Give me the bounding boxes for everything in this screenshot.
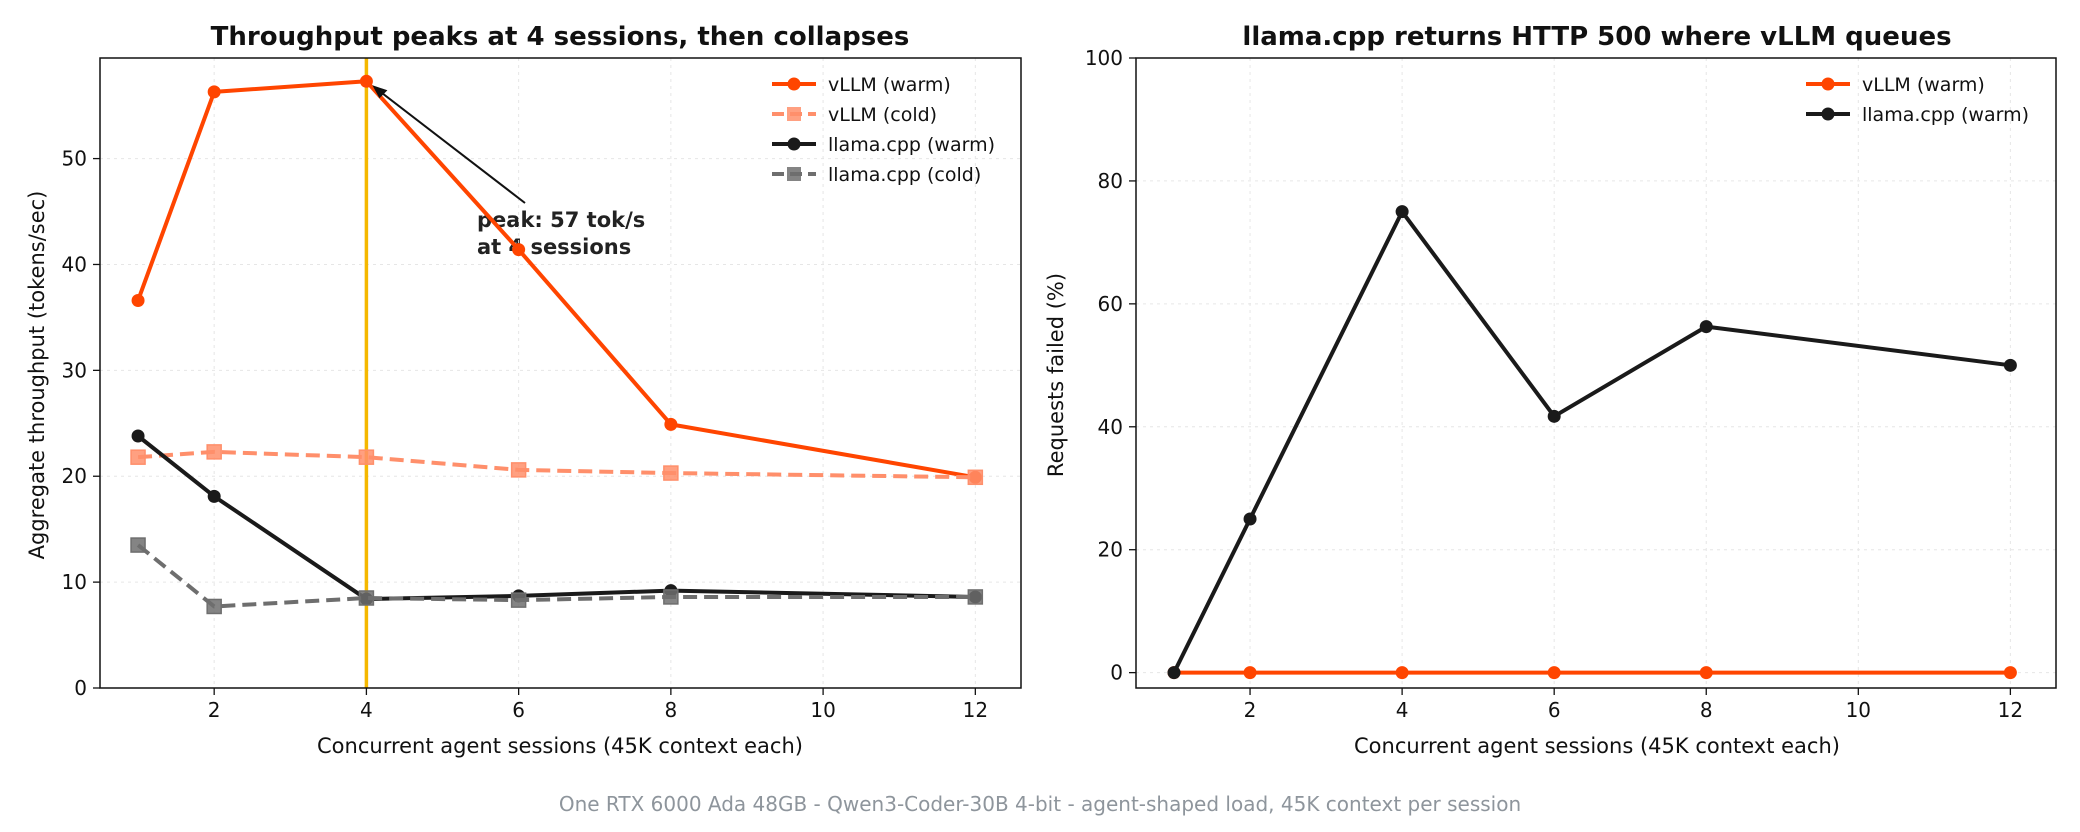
- legend-label: llama.cpp (warm): [1862, 104, 2029, 126]
- x-tick-label: 6: [1548, 698, 1561, 722]
- data-point: [664, 417, 678, 431]
- x-tick-label: 6: [512, 698, 525, 722]
- x-tick-label: 2: [208, 698, 221, 722]
- legend-marker: [1821, 77, 1835, 91]
- legend: vLLM (warm) llama.cpp (warm): [1806, 74, 2029, 126]
- left-chart-title: Throughput peaks at 4 sessions, then col…: [211, 22, 910, 52]
- data-point: [2003, 666, 2017, 680]
- axes-frame: [99, 57, 1022, 689]
- chart-panel-1: 2 4 6 8 10 12 0 10 20 30 40 50 vLLM (warm) vLLM (cold…: [62, 57, 1022, 722]
- legend-label: llama.cpp (warm): [828, 134, 995, 156]
- legend-label: llama.cpp (cold): [828, 164, 981, 186]
- series-line-2: [137, 449, 976, 480]
- data-point: [1699, 666, 1713, 680]
- chart-panel-2: 2 4 6 8 10 12 0 20 40 60 80 100 vLLM (warm) llama.cpp…: [1085, 46, 2057, 722]
- legend-marker: [1821, 107, 1835, 121]
- left-y-axis-label: Aggregate throughput (tokens/sec): [25, 191, 49, 560]
- data-point: [967, 589, 984, 605]
- data-point: [131, 429, 145, 443]
- data-point: [663, 465, 679, 481]
- data-point: [1243, 512, 1257, 526]
- y-tick-label: 60: [1098, 292, 1123, 316]
- data-point: [207, 489, 221, 503]
- right-chart-title: llama.cpp returns HTTP 500 where vLLM qu…: [1242, 22, 1951, 52]
- data-point: [359, 74, 373, 88]
- axes-frame: [1135, 57, 2057, 689]
- y-tick-label: 40: [62, 252, 87, 276]
- left-x-axis-label: Concurrent agent sessions (45K context e…: [317, 734, 803, 758]
- x-tick-label: 12: [963, 698, 988, 722]
- data-point: [358, 449, 375, 465]
- peak-annotation-line1: peak: 57 tok/s: [477, 208, 645, 232]
- legend-marker: [787, 167, 801, 181]
- x-tick-label: 10: [1846, 698, 1871, 722]
- right-x-axis-label: Concurrent agent sessions (45K context e…: [1354, 734, 1840, 758]
- series-line-4: [136, 543, 976, 609]
- legend: vLLM (warm) vLLM (cold) llama.cpp (warm) ll…: [772, 74, 995, 186]
- y-tick-label: 20: [62, 464, 87, 488]
- data-point: [130, 537, 146, 553]
- annotation-arrow: [377, 89, 526, 204]
- data-point: [1243, 666, 1257, 680]
- y-tick-label: 0: [74, 676, 87, 700]
- y-tick-label: 50: [62, 147, 87, 171]
- y-tick-label: 100: [1085, 46, 1123, 70]
- data-point: [1699, 320, 1713, 334]
- legend-marker: [787, 77, 801, 91]
- legend-marker: [787, 107, 801, 121]
- x-tick-label: 4: [360, 698, 373, 722]
- series-line-3: [136, 434, 976, 602]
- data-point: [1547, 409, 1561, 423]
- x-tick-label: 8: [1700, 698, 1713, 722]
- data-point: [206, 444, 222, 460]
- y-tick-label: 20: [1098, 538, 1123, 562]
- data-point: [967, 469, 984, 486]
- data-point: [663, 589, 679, 605]
- y-tick-label: 40: [1098, 415, 1123, 439]
- data-point: [512, 243, 526, 257]
- y-tick-label: 30: [62, 358, 87, 382]
- data-point: [1167, 666, 1181, 680]
- legend-label: vLLM (warm): [1862, 74, 1985, 96]
- x-tick-label: 2: [1244, 698, 1257, 722]
- x-tick-label: 4: [1396, 698, 1409, 722]
- data-point: [510, 462, 527, 478]
- data-point: [206, 598, 222, 615]
- y-tick-label: 10: [62, 570, 87, 594]
- annotation-arrowhead: [372, 85, 388, 99]
- legend-label: vLLM (cold): [828, 104, 937, 126]
- y-tick-label: 80: [1098, 169, 1123, 193]
- series-line-1: [136, 79, 976, 480]
- legend-marker: [787, 137, 801, 151]
- data-point: [131, 293, 145, 307]
- data-point: [1395, 666, 1409, 680]
- data-point: [358, 590, 375, 606]
- data-point: [207, 85, 221, 99]
- y-tick-label: 0: [1110, 661, 1123, 685]
- figure-caption: One RTX 6000 Ada 48GB - Qwen3-Coder-30B …: [559, 792, 1521, 816]
- data-point: [130, 449, 146, 465]
- right-y-axis-label: Requests failed (%): [1044, 273, 1068, 477]
- data-point: [2003, 358, 2017, 372]
- legend-label: vLLM (warm): [828, 74, 951, 96]
- x-tick-label: 8: [665, 698, 678, 722]
- data-point: [1395, 205, 1409, 219]
- x-tick-label: 12: [1998, 698, 2023, 722]
- data-point: [1547, 666, 1561, 680]
- peak-annotation-line2: at 4 sessions: [477, 235, 631, 259]
- x-tick-label: 10: [810, 698, 835, 722]
- series-line-2: [1172, 209, 2011, 674]
- data-point: [510, 592, 527, 608]
